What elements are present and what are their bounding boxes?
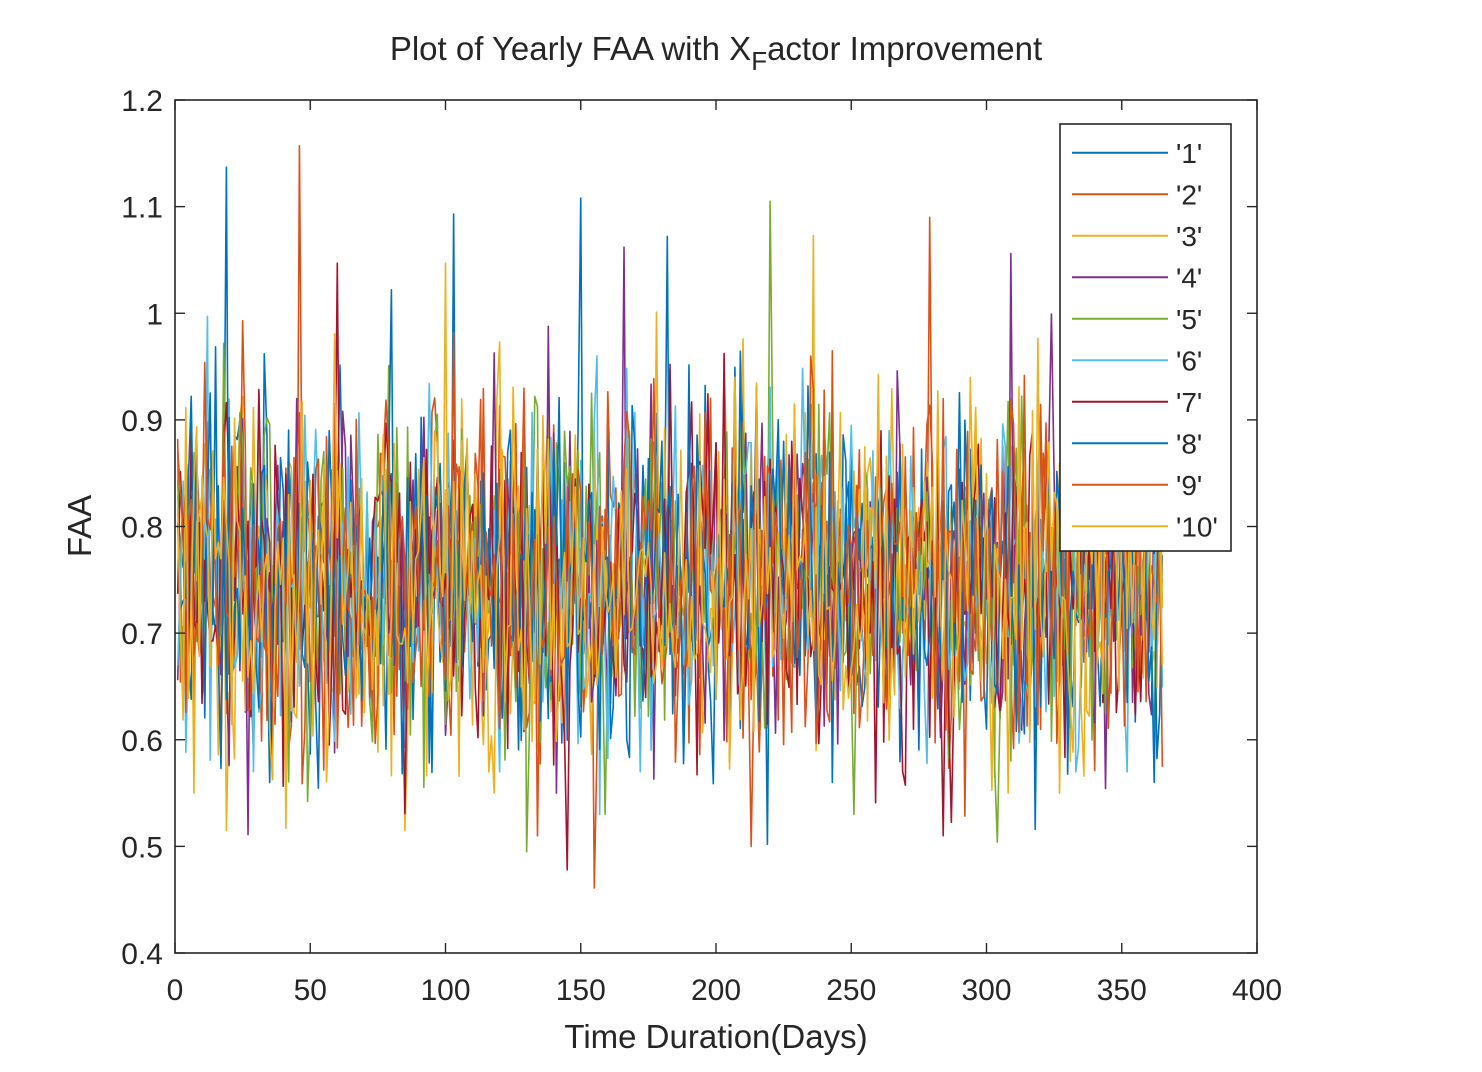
x-tick-label: 350	[1097, 974, 1147, 1007]
legend-box	[1059, 123, 1232, 552]
title-part-1: Plot of Yearly FAA with X	[389, 30, 752, 67]
x-tick-label: 400	[1232, 974, 1282, 1007]
legend-label-7: '7'	[1176, 387, 1202, 418]
x-tick-label: 100	[420, 974, 470, 1007]
y-tick-label: 1.1	[121, 192, 163, 225]
y-tick-label: 0.8	[121, 512, 163, 545]
chart-title: Plot of Yearly FAA with XFactor Improvem…	[174, 30, 1258, 77]
y-tick-label: 0.9	[121, 405, 163, 438]
y-axis-label: FAA	[61, 494, 98, 558]
x-tick-label: 0	[167, 974, 184, 1007]
legend-label-1: '1'	[1176, 138, 1202, 169]
legend-label-9: '9'	[1176, 470, 1202, 501]
x-axis-label: Time Duration(Days)	[564, 1018, 868, 1055]
x-tick-label: 250	[826, 974, 876, 1007]
x-tick-label: 150	[556, 974, 606, 1007]
title-subscript: F	[751, 46, 768, 76]
y-tick-label: 0.7	[121, 618, 163, 651]
y-tick-label: 0.5	[121, 831, 163, 864]
title-part-2: actor Improvement	[767, 30, 1043, 67]
y-tick-label: 1.2	[121, 85, 163, 118]
legend-label-2: '2'	[1176, 179, 1202, 210]
legend-label-5: '5'	[1176, 304, 1202, 335]
series-line-10	[176, 262, 1164, 830]
series-line-7	[176, 262, 1163, 871]
y-tick-label: 1	[146, 298, 163, 331]
legend-label-4: '4'	[1176, 262, 1202, 293]
x-tick-label: 50	[294, 974, 327, 1007]
legend-label-10: '10'	[1176, 511, 1218, 542]
x-tick-label: 200	[691, 974, 741, 1007]
y-tick-label: 0.6	[121, 725, 163, 758]
legend-label-3: '3'	[1176, 221, 1202, 252]
legend-label-6: '6'	[1176, 345, 1202, 376]
legend-label-8: '8'	[1176, 428, 1202, 459]
x-tick-label: 300	[961, 974, 1011, 1007]
y-tick-label: 0.4	[121, 938, 163, 971]
